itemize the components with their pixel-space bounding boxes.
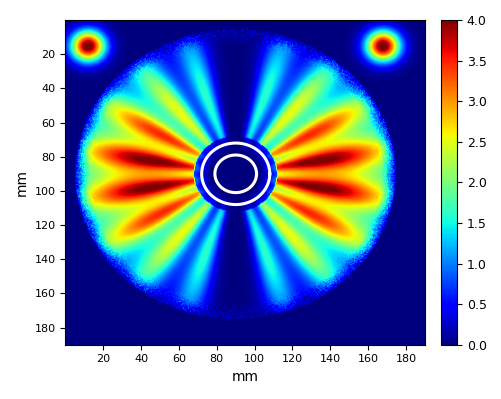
- Y-axis label: mm: mm: [15, 169, 29, 196]
- X-axis label: mm: mm: [231, 370, 259, 384]
